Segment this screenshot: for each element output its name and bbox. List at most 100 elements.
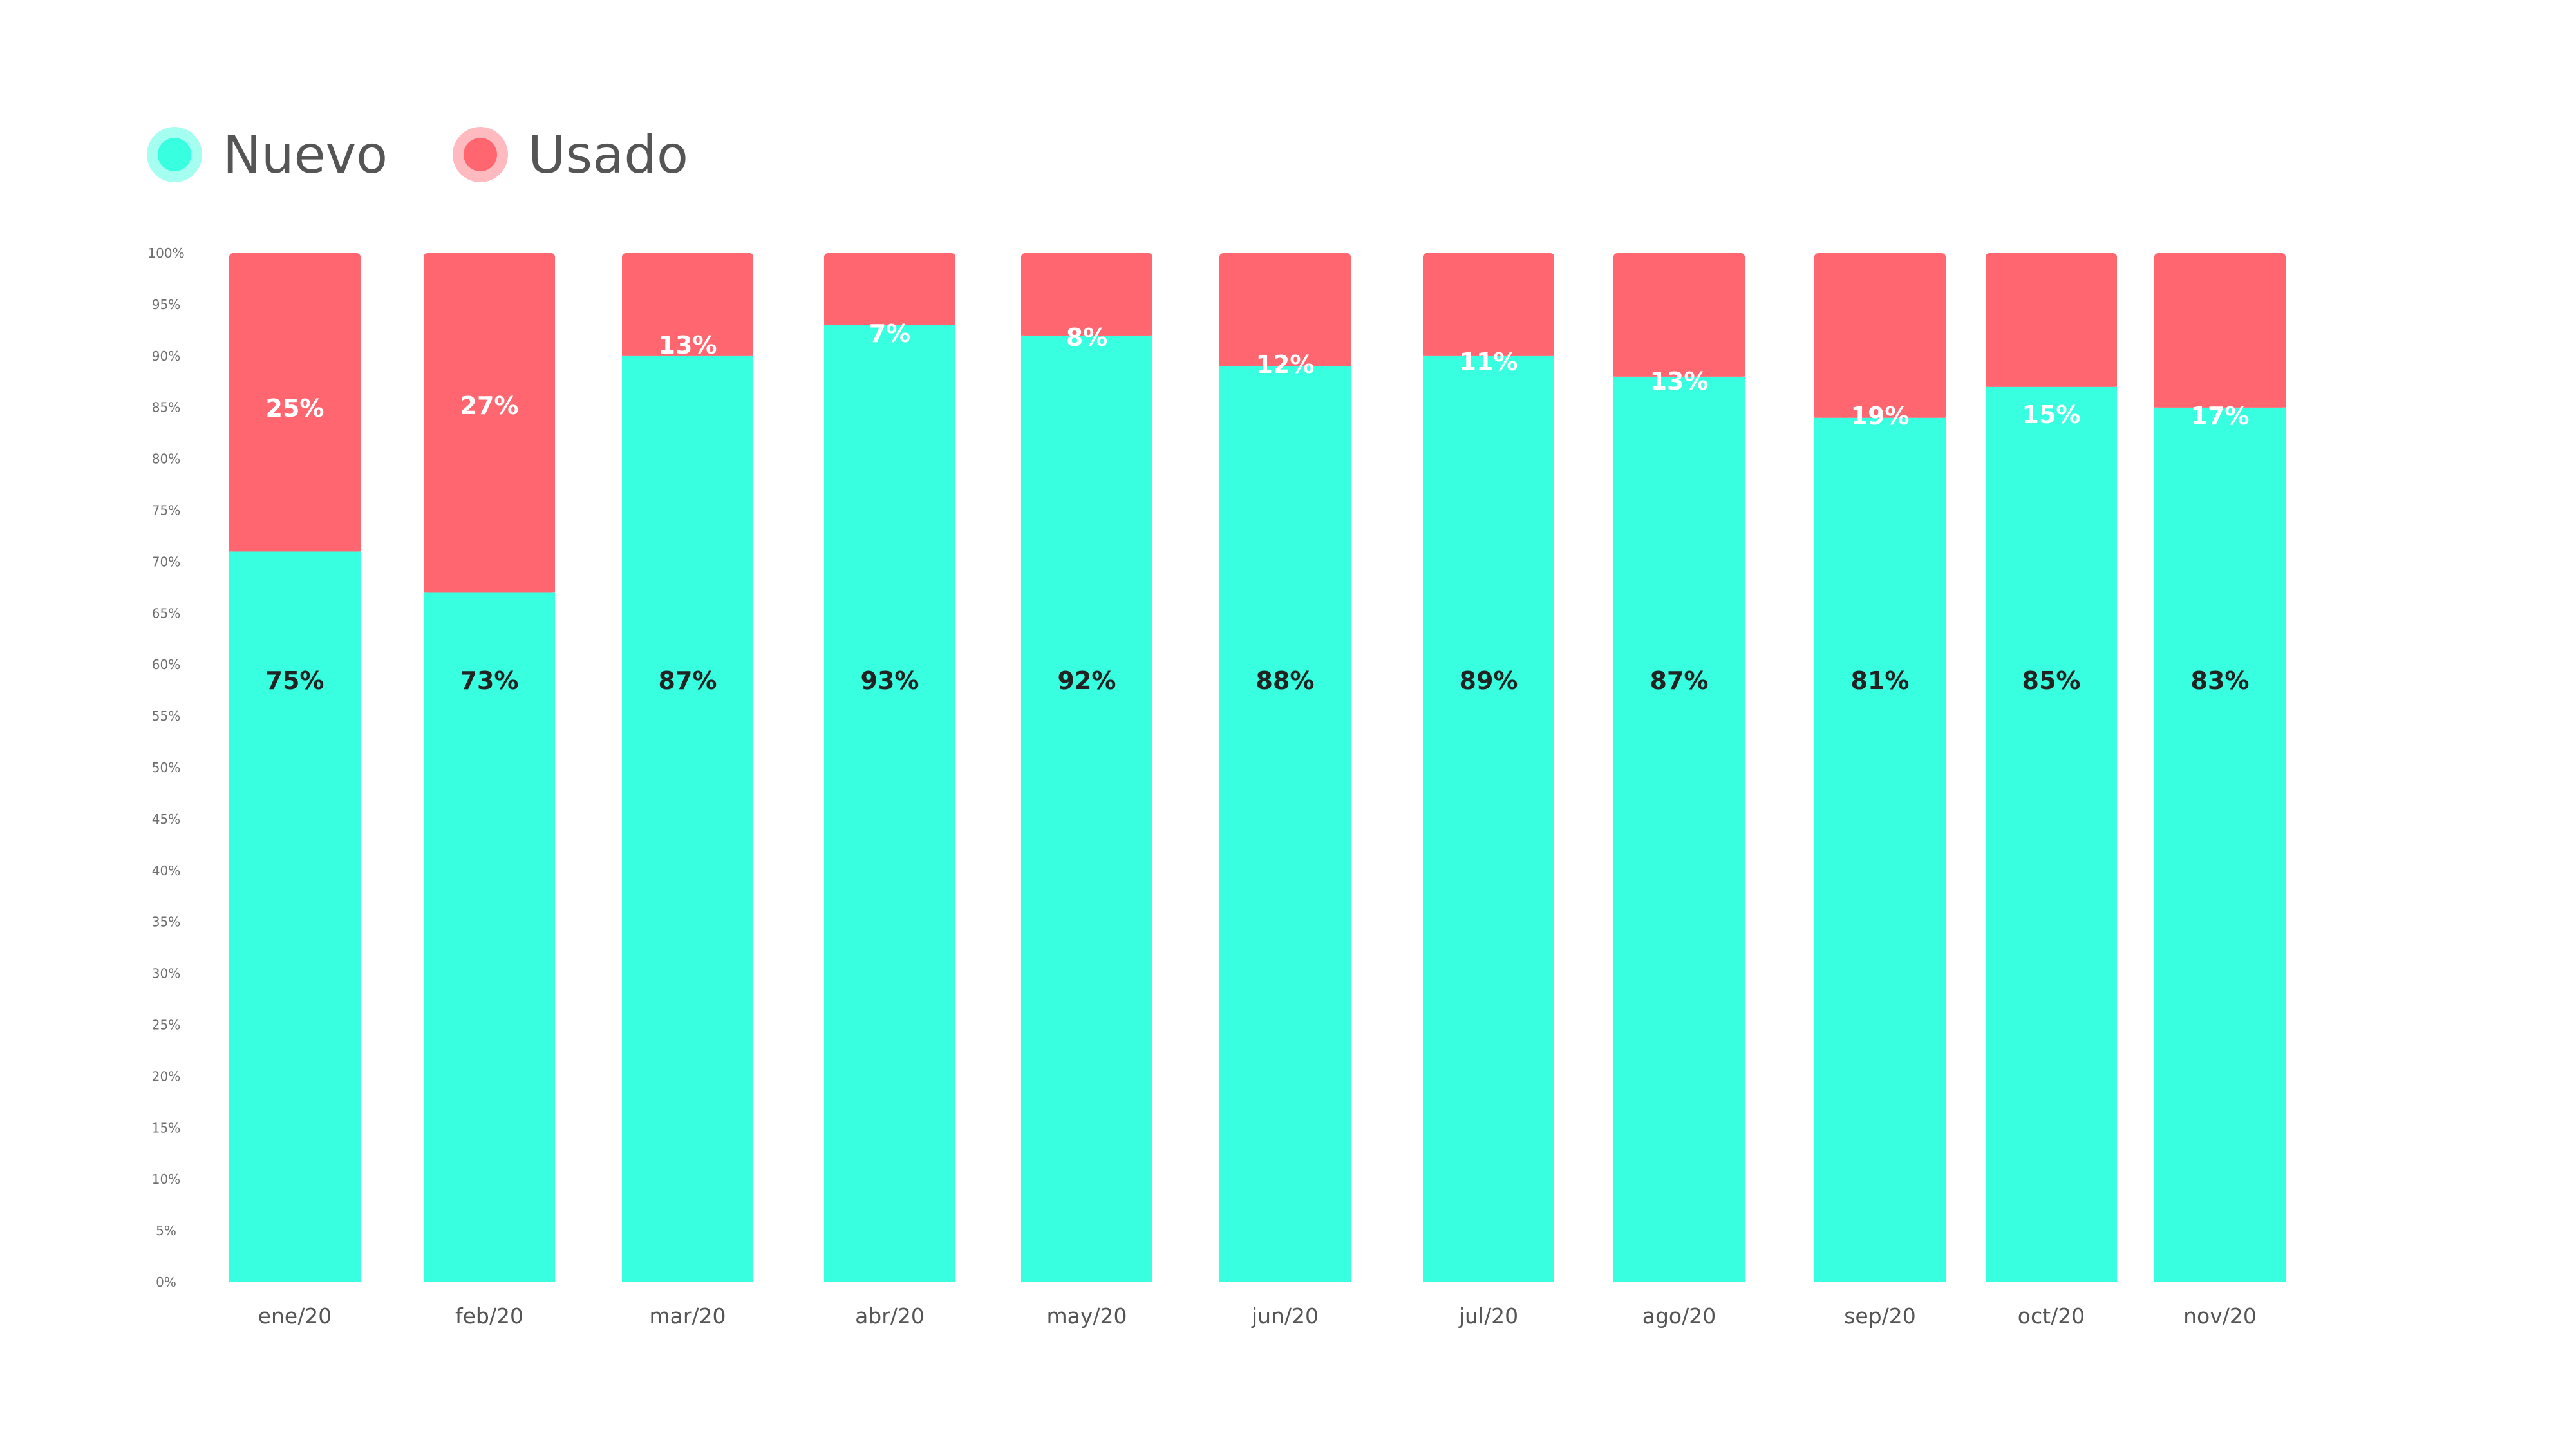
bar-usado-base <box>1021 330 1152 336</box>
legend-label-nuevo: Nuevo <box>223 125 388 185</box>
legend-label-usado: Usado <box>528 125 688 185</box>
bar-group-may-20: 8% 92% <box>1021 253 1152 1282</box>
bar-usado <box>622 253 753 356</box>
bar-group-oct-20: 15% 85% <box>1986 253 2117 1282</box>
data-label-nuevo: 81% <box>1851 667 1910 695</box>
data-label-usado: 13% <box>659 331 717 359</box>
bar-usado <box>1423 253 1554 356</box>
bar-group-sep-20: 19% 81% <box>1814 253 1946 1283</box>
bar-usado <box>424 253 555 593</box>
bar-usado-base <box>229 546 361 552</box>
x-tick-label: oct/20 <box>2018 1303 2085 1329</box>
x-tick-label: nov/20 <box>2183 1303 2257 1329</box>
x-tick-label: ago/20 <box>1642 1303 1716 1329</box>
y-tick-label: 60% <box>152 657 180 672</box>
bar-usado-base <box>1986 381 2117 387</box>
x-axis: ene/20 feb/20 mar/20 abr/20 may/20 jun/20 jul/… <box>258 1303 2257 1329</box>
bar-nuevo <box>1814 417 1946 1283</box>
y-tick-label: 30% <box>152 966 180 981</box>
data-label-usado: 17% <box>2191 402 2250 430</box>
x-tick-label: mar/20 <box>649 1303 726 1329</box>
bar-group-ene-20: 25% 75% <box>229 253 361 1283</box>
bar-usado <box>229 253 361 552</box>
y-tick-label: 55% <box>152 708 180 724</box>
data-label-nuevo: 92% <box>1058 667 1116 695</box>
data-label-usado: 27% <box>460 392 519 420</box>
y-tick-label: 100% <box>147 245 184 261</box>
bar-usado-base <box>1423 350 1554 356</box>
bars: 25% 75% 27% 73% 13% 87% 7% 93% 8% 92% 12% 88% 11% 89%… <box>229 253 2286 1283</box>
bar-nuevo <box>424 592 555 1282</box>
bar-nuevo <box>2154 407 2286 1283</box>
bar-group-nov-20: 17% 83% <box>2154 253 2286 1283</box>
y-tick-label: 10% <box>152 1171 180 1187</box>
data-label-nuevo: 89% <box>1460 667 1518 695</box>
y-tick-label: 15% <box>152 1120 180 1135</box>
x-tick-label: abr/20 <box>855 1303 925 1329</box>
bar-group-ago-20: 13% 87% <box>1613 253 1745 1282</box>
bar-group-jun-20: 12% 88% <box>1219 253 1351 1282</box>
y-tick-label: 80% <box>152 451 180 467</box>
bar-usado-base <box>2154 402 2286 408</box>
y-tick-label: 45% <box>152 811 180 827</box>
bar-nuevo <box>1423 355 1554 1282</box>
bar-nuevo <box>1021 335 1152 1282</box>
bar-nuevo <box>1219 366 1351 1282</box>
bar-usado <box>1814 253 1946 418</box>
bar-group-abr-20: 7% 93% <box>824 253 955 1282</box>
bar-group-feb-20: 27% 73% <box>424 253 555 1282</box>
bar-usado <box>2154 253 2286 408</box>
data-label-nuevo: 73% <box>460 667 519 695</box>
data-label-nuevo: 85% <box>2022 667 2081 695</box>
data-label-usado: 15% <box>2022 401 2081 429</box>
bar-nuevo <box>1986 386 2117 1282</box>
data-label-usado: 19% <box>1851 402 1910 430</box>
y-tick-label: 25% <box>152 1018 180 1033</box>
bar-usado-base <box>622 350 753 356</box>
legend-marker-usado <box>464 138 497 171</box>
bar-group-mar-20: 13% 87% <box>622 253 753 1282</box>
bar-nuevo <box>1613 376 1745 1282</box>
bar-usado-base <box>1814 412 1946 418</box>
y-tick-label: 5% <box>156 1223 176 1238</box>
y-tick-label: 90% <box>152 348 180 364</box>
data-label-usado: 8% <box>1066 323 1108 352</box>
bar-usado <box>1613 253 1745 377</box>
bar-usado-base <box>824 319 955 325</box>
bar-usado <box>1021 253 1152 336</box>
data-label-nuevo: 93% <box>861 667 919 695</box>
data-label-usado: 12% <box>1256 350 1315 379</box>
y-tick-label: 95% <box>152 297 180 312</box>
data-label-nuevo: 87% <box>659 667 717 695</box>
x-tick-label: ene/20 <box>258 1303 332 1329</box>
data-label-usado: 13% <box>1650 367 1709 395</box>
data-label-usado: 7% <box>869 319 911 348</box>
legend: Nuevo Usado <box>147 125 688 185</box>
legend-marker-nuevo <box>158 138 191 171</box>
y-tick-label: 35% <box>152 914 180 930</box>
data-label-nuevo: 83% <box>2191 667 2250 695</box>
x-tick-label: jun/20 <box>1251 1303 1319 1329</box>
data-label-nuevo: 88% <box>1256 667 1315 695</box>
y-tick-label: 40% <box>152 863 180 878</box>
bar-usado <box>824 253 955 325</box>
bar-usado-base <box>1219 361 1351 366</box>
y-tick-label: 65% <box>152 605 180 621</box>
bar-usado <box>1986 253 2117 387</box>
bar-usado <box>1219 253 1351 366</box>
data-label-nuevo: 87% <box>1650 667 1709 695</box>
y-axis: 0% 5% 10% 15% 20% 25% 30% 35% 40% 45% 50% 55% 60% 65%… <box>147 245 184 1290</box>
x-tick-label: sep/20 <box>1844 1303 1916 1329</box>
y-tick-label: 75% <box>152 503 180 518</box>
y-tick-label: 50% <box>152 760 180 775</box>
y-tick-label: 70% <box>152 554 180 569</box>
data-label-usado: 11% <box>1460 348 1518 376</box>
bar-usado-base <box>1613 371 1745 377</box>
data-label-nuevo: 75% <box>266 667 324 695</box>
bar-usado-base <box>424 587 555 593</box>
x-tick-label: may/20 <box>1046 1303 1127 1329</box>
x-tick-label: feb/20 <box>455 1303 523 1329</box>
x-tick-label: jul/20 <box>1458 1303 1518 1329</box>
data-label-usado: 25% <box>266 394 324 422</box>
